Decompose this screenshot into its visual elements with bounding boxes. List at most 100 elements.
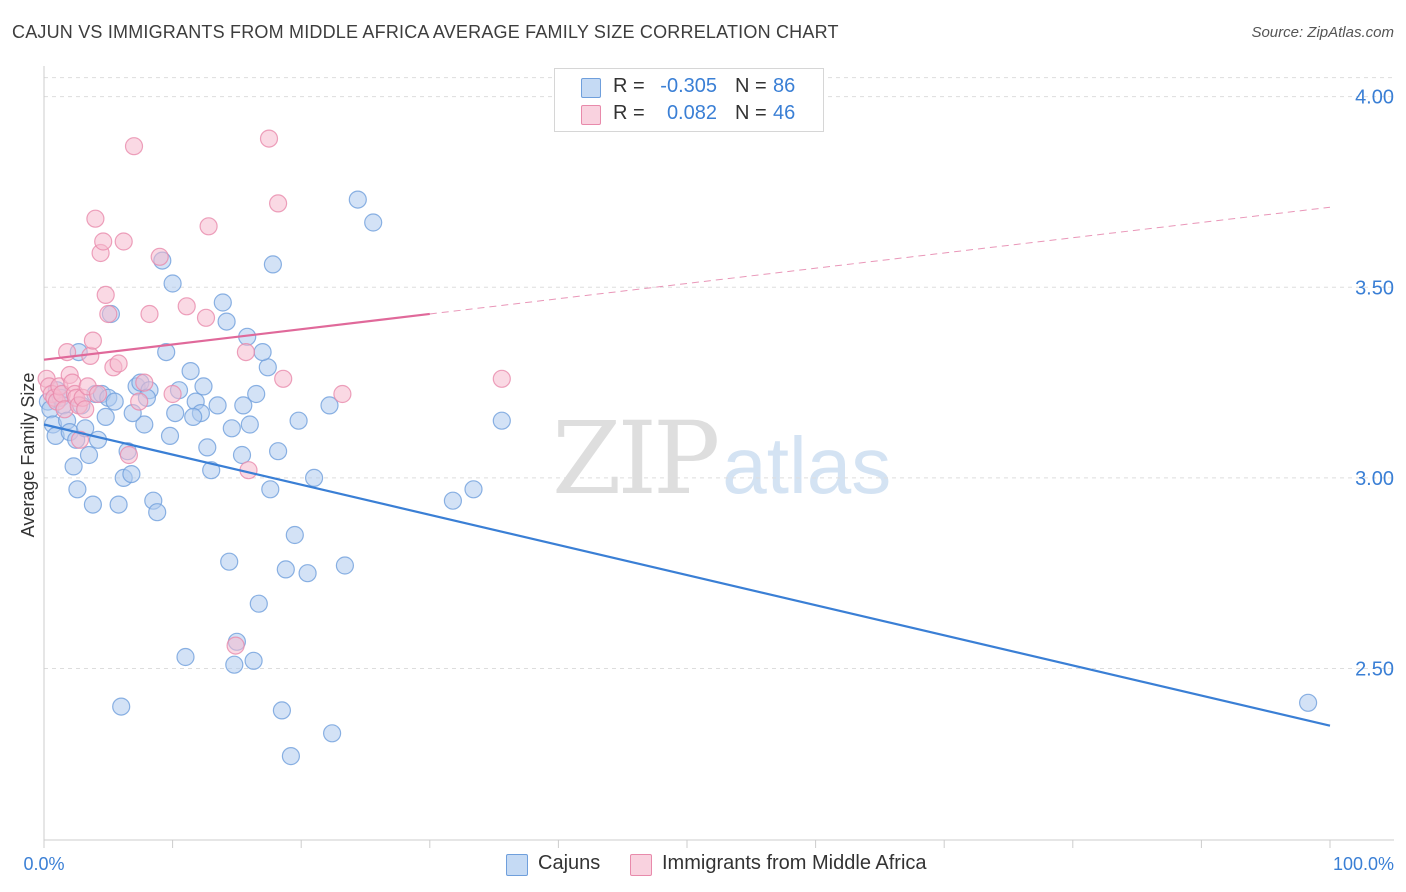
immigrants-label: Immigrants from Middle Africa bbox=[662, 852, 927, 874]
cajun-point bbox=[249, 594, 268, 613]
cajun-point bbox=[258, 358, 277, 377]
cajun-point bbox=[492, 411, 511, 430]
cajun-point bbox=[222, 419, 241, 438]
cajun-point bbox=[272, 701, 291, 720]
trend-lines bbox=[43, 206, 1331, 727]
source-credit: Source: ZipAtlas.com bbox=[1251, 24, 1394, 41]
cajun-point bbox=[276, 560, 295, 579]
cajun-point bbox=[335, 556, 354, 575]
cajun-point bbox=[240, 415, 259, 434]
cajun-point bbox=[220, 552, 239, 571]
cajuns-swatch bbox=[506, 854, 528, 876]
cajun-point bbox=[163, 274, 182, 293]
cajun-point bbox=[68, 480, 87, 499]
immigrant-point bbox=[124, 137, 144, 156]
cajun-point bbox=[305, 468, 324, 487]
cajun-point bbox=[323, 724, 342, 743]
immigrant-point bbox=[70, 430, 90, 449]
cajun-point bbox=[234, 396, 253, 415]
immigrant-point bbox=[177, 297, 196, 316]
legend-swatch-blue bbox=[581, 78, 601, 98]
y-tick-label: 2.50 bbox=[1355, 658, 1394, 680]
cajun-point bbox=[269, 442, 288, 461]
y-tick-label: 3.00 bbox=[1355, 468, 1394, 490]
immigrant-point bbox=[76, 400, 95, 419]
cajun-point bbox=[247, 384, 266, 404]
immigrant-point bbox=[150, 247, 169, 266]
legend-swatch-pink bbox=[581, 105, 601, 125]
immigrant-point bbox=[199, 217, 218, 236]
cajun-point bbox=[105, 392, 124, 411]
cajun-point bbox=[464, 480, 483, 499]
legend-row-immigrants: R = 0.082 N = 46 bbox=[555, 102, 823, 126]
cajun-point bbox=[208, 396, 227, 415]
y-tick-label: 4.00 bbox=[1355, 87, 1394, 109]
cajun-point bbox=[166, 404, 185, 423]
cajun-point bbox=[285, 525, 304, 545]
cajun-point bbox=[88, 430, 108, 449]
immigrant-point bbox=[86, 209, 105, 228]
cajun-point bbox=[364, 213, 383, 232]
cajun-point bbox=[225, 655, 244, 674]
immigrant-point bbox=[492, 369, 511, 388]
immigrant-point bbox=[96, 285, 115, 304]
cajun-point bbox=[79, 445, 99, 465]
x-tick-label-min: 0.0% bbox=[23, 854, 64, 874]
cajun-point bbox=[194, 377, 213, 396]
legend-n-label: N = bbox=[735, 102, 767, 124]
immigrant-point bbox=[119, 445, 138, 465]
cajun-point bbox=[263, 255, 282, 274]
cajun-point bbox=[217, 312, 236, 331]
cajun-point bbox=[112, 697, 131, 716]
cajun-point bbox=[213, 293, 232, 312]
cajun-point bbox=[184, 407, 203, 426]
cajun-point bbox=[83, 495, 103, 514]
immigrant-point bbox=[274, 369, 293, 388]
cajun-point bbox=[253, 343, 272, 362]
cajun-point bbox=[181, 362, 200, 381]
immigrant-point bbox=[130, 392, 149, 411]
y-tick-label: 3.50 bbox=[1355, 277, 1394, 299]
immigrant-point bbox=[114, 232, 133, 251]
immigrant-point bbox=[259, 129, 279, 148]
immigrant-point bbox=[333, 384, 352, 404]
immigrant-point bbox=[135, 373, 154, 392]
immigrant-point bbox=[163, 384, 182, 404]
immigrant-point bbox=[196, 308, 216, 327]
chart-title: CAJUN VS IMMIGRANTS FROM MIDDLE AFRICA A… bbox=[12, 22, 839, 42]
immigrant-point bbox=[226, 636, 245, 655]
legend-r-label: R = bbox=[613, 75, 645, 97]
immigrant-trend-extension bbox=[429, 206, 1331, 315]
cajun-point bbox=[261, 480, 280, 499]
immigrant-point bbox=[94, 232, 113, 251]
axes bbox=[43, 66, 1394, 848]
x-tick-label-max: 100.0% bbox=[1333, 854, 1394, 874]
immigrant-point bbox=[83, 331, 103, 350]
cajun-point bbox=[348, 190, 367, 209]
cajun-point bbox=[176, 647, 195, 667]
gridlines bbox=[44, 77, 1394, 669]
cajun-point bbox=[289, 411, 308, 430]
immigrants-swatch bbox=[630, 854, 652, 876]
immigrant-point bbox=[140, 304, 159, 324]
cajun-point bbox=[122, 465, 141, 484]
legend-n-value: 86 bbox=[773, 75, 796, 97]
immigrant-point bbox=[236, 343, 255, 362]
correlation-legend: R = -0.305 N = 86 R = 0.082 N = 46 bbox=[554, 68, 824, 132]
immigrant-point bbox=[109, 354, 128, 373]
immigrant-trend-line bbox=[43, 312, 430, 361]
cajun-point bbox=[281, 746, 300, 766]
data-points bbox=[37, 129, 1318, 766]
cajun-point bbox=[160, 426, 180, 445]
cajun-point bbox=[320, 396, 339, 415]
legend-r-value: 0.082 bbox=[666, 102, 717, 124]
cajun-point bbox=[1298, 693, 1318, 712]
cajun-point bbox=[135, 415, 154, 434]
legend-r-value: -0.305 bbox=[660, 75, 717, 97]
legend-n-label: N = bbox=[735, 75, 767, 97]
y-axis-title: Average Family Size bbox=[18, 373, 38, 538]
legend-r-label: R = bbox=[613, 102, 645, 124]
cajun-point bbox=[157, 343, 176, 362]
cajun-point bbox=[244, 651, 263, 670]
